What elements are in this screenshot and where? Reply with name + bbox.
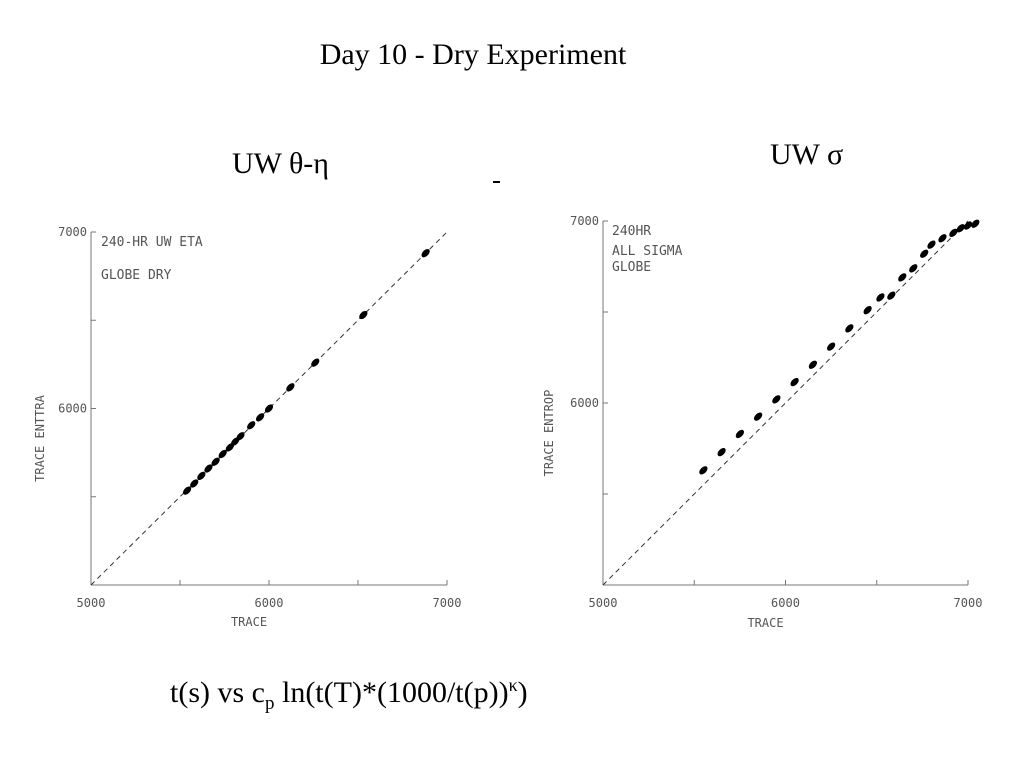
reference-line bbox=[602, 220, 969, 586]
annotation-text: GLOBE bbox=[612, 260, 651, 275]
data-point bbox=[963, 221, 973, 230]
data-point bbox=[197, 471, 206, 481]
x-tick-label: 5000 bbox=[77, 596, 106, 610]
data-point bbox=[311, 358, 320, 367]
page-title: Day 10 - Dry Experiment bbox=[319, 38, 627, 71]
formula-caption: t(s) vs cp ln(t(T)*(1000/t(p))κ) bbox=[170, 675, 528, 715]
formula-part-2: ln(t(T)*(1000/t(p)) bbox=[274, 676, 509, 709]
formula-part-3: ) bbox=[517, 676, 528, 709]
data-point bbox=[949, 228, 958, 237]
chart-left: 5000 6000 7000 6000 7000 TRACE TRACE ENTTRA 240… bbox=[33, 225, 461, 629]
data-point bbox=[808, 360, 817, 369]
data-point bbox=[735, 429, 744, 439]
data-point bbox=[204, 464, 213, 473]
chart-right: 5000 6000 7000 6000 7000 TRACE TRACE ENTROP 240… bbox=[542, 214, 982, 630]
data-point bbox=[699, 466, 708, 475]
x-axis-label: TRACE bbox=[231, 615, 267, 629]
y-tick-label: 6000 bbox=[58, 402, 87, 416]
data-point bbox=[359, 310, 368, 320]
y-tick-label: 7000 bbox=[58, 225, 87, 239]
data-point bbox=[827, 342, 836, 351]
annotation-text: 240-HR UW ETA bbox=[101, 235, 203, 250]
data-point bbox=[898, 273, 907, 282]
data-point bbox=[421, 249, 430, 258]
data-point bbox=[956, 224, 965, 233]
data-point bbox=[264, 404, 274, 413]
y-tick-label: 6000 bbox=[570, 396, 599, 410]
data-point bbox=[255, 413, 265, 422]
formula-superscript: κ bbox=[508, 675, 518, 695]
x-tick-label: 5000 bbox=[589, 596, 618, 610]
data-point bbox=[190, 479, 199, 488]
formula-part-1: t(s) vs c bbox=[170, 676, 265, 709]
data-point bbox=[247, 421, 256, 430]
data-point bbox=[182, 486, 192, 495]
annotation-text: 240HR bbox=[612, 224, 651, 239]
y-axis-label: TRACE ENTROP bbox=[542, 390, 556, 477]
formula-subscript: p bbox=[264, 693, 275, 714]
data-point bbox=[927, 240, 936, 249]
stray-dash-mark bbox=[493, 181, 500, 183]
data-point bbox=[920, 249, 929, 258]
y-tick-label: 7000 bbox=[570, 214, 599, 228]
data-point bbox=[286, 383, 295, 392]
annotation-text: GLOBE DRY bbox=[101, 268, 172, 283]
data-point bbox=[876, 293, 885, 302]
x-tick-label: 7000 bbox=[433, 596, 462, 610]
x-tick-label: 7000 bbox=[954, 596, 983, 610]
data-point bbox=[218, 449, 227, 459]
data-point bbox=[790, 377, 799, 387]
data-point bbox=[909, 264, 918, 273]
right-panel-title: UW σ bbox=[770, 138, 844, 171]
x-axis-label: TRACE bbox=[747, 616, 783, 630]
data-point bbox=[938, 234, 947, 243]
data-point bbox=[236, 432, 245, 441]
data-point bbox=[754, 412, 763, 421]
y-axis-label: TRACE ENTTRA bbox=[33, 394, 47, 481]
data-point bbox=[971, 219, 980, 228]
data-point bbox=[863, 306, 872, 315]
data-point bbox=[717, 448, 726, 457]
x-tick-label: 6000 bbox=[255, 596, 284, 610]
data-point bbox=[845, 324, 854, 333]
left-panel-title: UW θ-η bbox=[232, 147, 329, 180]
reference-line bbox=[90, 231, 448, 586]
data-point bbox=[772, 395, 781, 404]
data-point bbox=[887, 291, 896, 300]
annotation-text: ALL SIGMA bbox=[612, 244, 683, 259]
data-point bbox=[211, 457, 220, 466]
x-tick-label: 6000 bbox=[771, 596, 800, 610]
